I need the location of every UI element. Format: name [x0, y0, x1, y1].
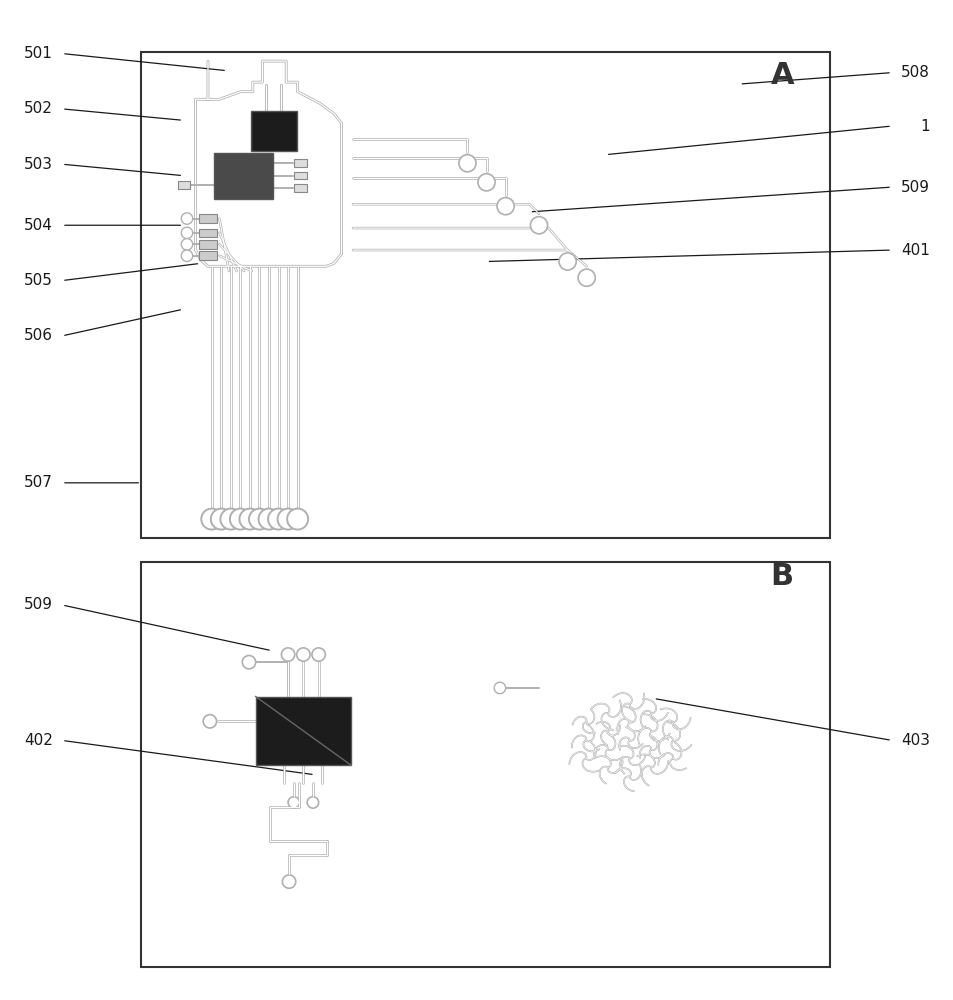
Circle shape — [230, 509, 251, 530]
Circle shape — [201, 509, 222, 530]
Circle shape — [281, 648, 294, 661]
Text: 506: 506 — [24, 328, 52, 343]
Circle shape — [578, 269, 595, 286]
Circle shape — [249, 509, 270, 530]
Text: 1: 1 — [920, 119, 929, 134]
Circle shape — [181, 227, 193, 239]
Text: 507: 507 — [24, 475, 52, 490]
Circle shape — [288, 797, 299, 808]
Circle shape — [558, 253, 576, 270]
Circle shape — [296, 648, 310, 661]
Bar — [294, 159, 307, 167]
Bar — [251, 111, 296, 151]
Bar — [141, 562, 829, 967]
Text: 402: 402 — [24, 733, 52, 748]
Text: 403: 403 — [901, 733, 929, 748]
Circle shape — [287, 509, 308, 530]
Circle shape — [277, 509, 298, 530]
Circle shape — [181, 213, 193, 224]
Bar — [255, 697, 351, 765]
Bar — [294, 172, 307, 179]
Text: 503: 503 — [24, 157, 52, 172]
Text: 502: 502 — [24, 101, 52, 116]
Text: 501: 501 — [24, 46, 52, 61]
Text: B: B — [770, 562, 793, 591]
Circle shape — [494, 682, 505, 694]
Circle shape — [203, 715, 216, 728]
Text: 401: 401 — [901, 243, 929, 258]
Circle shape — [530, 217, 547, 234]
Circle shape — [181, 250, 193, 261]
Circle shape — [312, 648, 325, 661]
Text: A: A — [770, 61, 793, 90]
Circle shape — [307, 797, 318, 808]
Text: 508: 508 — [901, 65, 929, 80]
Text: 509: 509 — [24, 597, 52, 612]
Circle shape — [282, 875, 295, 888]
Circle shape — [477, 174, 495, 191]
Bar — [294, 184, 307, 192]
Bar — [213, 153, 273, 199]
Bar — [199, 229, 216, 237]
Bar — [199, 240, 216, 249]
Text: 504: 504 — [24, 218, 52, 233]
Circle shape — [458, 155, 476, 172]
Bar — [141, 52, 829, 538]
Circle shape — [220, 509, 241, 530]
Circle shape — [242, 656, 255, 669]
Circle shape — [239, 509, 260, 530]
Bar — [178, 181, 190, 189]
Bar — [199, 251, 216, 260]
Circle shape — [497, 198, 514, 215]
Circle shape — [268, 509, 289, 530]
Circle shape — [181, 239, 193, 250]
Circle shape — [258, 509, 279, 530]
Bar — [199, 214, 216, 223]
Text: 505: 505 — [24, 273, 52, 288]
Text: 509: 509 — [901, 180, 929, 195]
Circle shape — [211, 509, 232, 530]
